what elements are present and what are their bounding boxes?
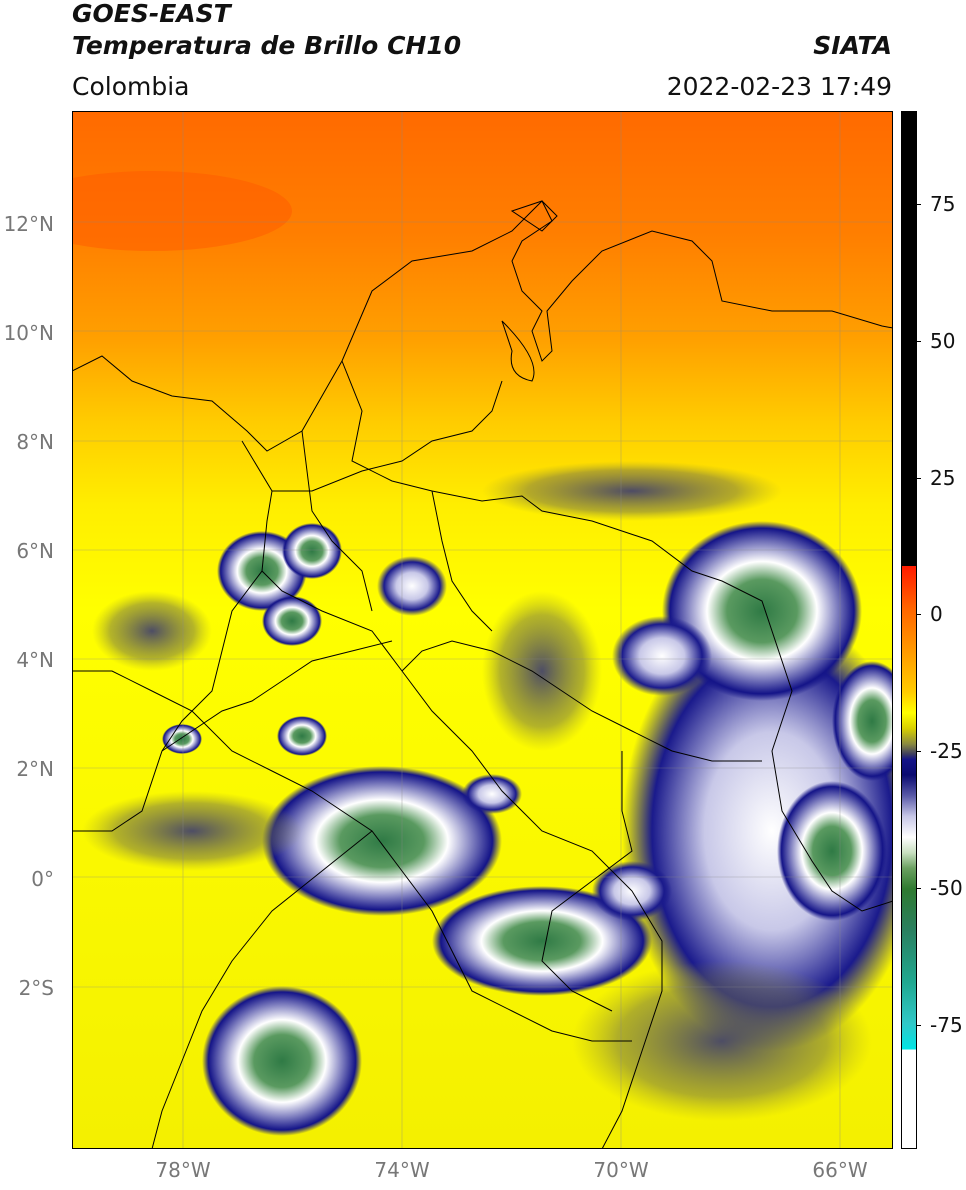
title-product: Temperatura de Brillo CH10 [72, 31, 462, 60]
timestamp-label: 2022-02-23 17:49 [666, 72, 892, 101]
brand-label: SIATA [813, 31, 892, 60]
lat-label-10n: 10°N [3, 321, 54, 345]
colorbar-label-50: 50 [930, 329, 956, 353]
lon-label-78w: 78°W [155, 1158, 211, 1182]
lat-label-6n: 6°N [16, 539, 54, 563]
colorbar-label-neg75: -75 [930, 1013, 963, 1037]
lat-label-2s: 2°S [18, 976, 54, 1000]
colorbar-tick [916, 1025, 921, 1026]
colorbar-label-neg25: -25 [930, 739, 963, 763]
colorbar-label-0: 0 [930, 602, 943, 626]
colorbar-tick [916, 478, 921, 479]
borders [72, 200, 893, 1149]
title-satellite: GOES-EAST [72, 0, 231, 28]
cloud-fields [82, 461, 893, 1136]
colorbar-tick [916, 614, 921, 615]
lat-label-8n: 8°N [16, 430, 54, 454]
lon-label-74w: 74°W [374, 1158, 430, 1182]
colorbar-tick [916, 888, 921, 889]
lon-label-70w: 70°W [593, 1158, 649, 1182]
colorbar-tick [916, 751, 921, 752]
colorbar-label-75: 75 [930, 192, 956, 216]
lat-label-12n: 12°N [3, 212, 54, 236]
colorbar-tick [916, 341, 921, 342]
lat-label-4n: 4°N [16, 648, 54, 672]
lon-label-66w: 66°W [812, 1158, 868, 1182]
grid-lines [72, 111, 893, 1149]
brightness-temperature-map [72, 111, 893, 1149]
colorbar-label-neg50: -50 [930, 876, 963, 900]
lat-label-0: 0° [31, 867, 54, 891]
colorbar-label-25: 25 [930, 466, 956, 490]
colorbar-tick [916, 204, 921, 205]
region-label: Colombia [72, 72, 190, 101]
colorbar [901, 111, 917, 1149]
lat-label-2n: 2°N [16, 757, 54, 781]
